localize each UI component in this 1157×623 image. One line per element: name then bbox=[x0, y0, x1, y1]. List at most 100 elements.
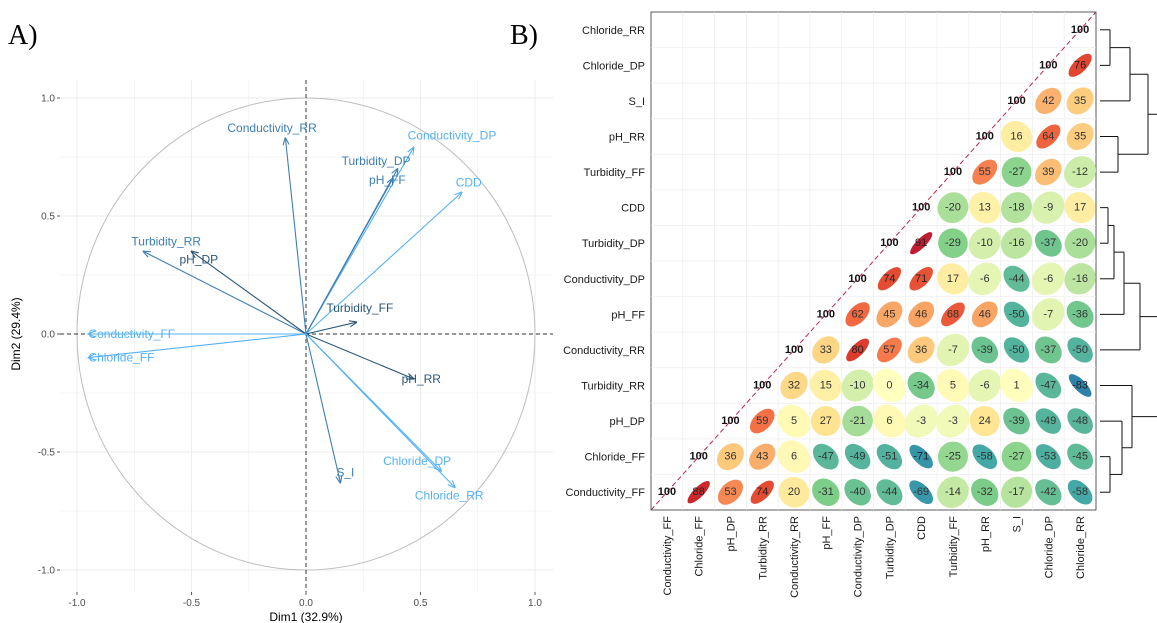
correlation-ellipse bbox=[968, 369, 1002, 402]
correlation-ellipse bbox=[1035, 87, 1062, 115]
correlation-value: 53 bbox=[724, 486, 736, 498]
correlation-value: 100 bbox=[817, 308, 835, 320]
correlation-ellipse bbox=[936, 404, 970, 438]
correlation-ellipse bbox=[1000, 476, 1033, 508]
vector-label: S_I bbox=[336, 466, 354, 480]
correlation-value: -9 bbox=[1043, 202, 1053, 214]
correlation-value: -58 bbox=[1072, 486, 1088, 498]
correlation-ellipse bbox=[1035, 444, 1061, 470]
correlation-value: 1 bbox=[1013, 380, 1019, 392]
correlation-value: 80 bbox=[851, 344, 863, 356]
x-tick-label: 1.0 bbox=[528, 598, 542, 609]
correlation-value: -29 bbox=[945, 237, 961, 249]
correlation-ellipse bbox=[1001, 157, 1032, 188]
x-axis-title: Dim1 (32.9%) bbox=[269, 610, 342, 623]
correlation-value: 5 bbox=[950, 380, 956, 392]
correlation-value: 100 bbox=[721, 415, 739, 427]
vector-arrow bbox=[305, 333, 414, 379]
correlation-ellipse bbox=[937, 263, 969, 295]
correlation-ellipse bbox=[1068, 53, 1092, 77]
correlation-ellipse bbox=[1066, 87, 1094, 115]
correlation-value: 100 bbox=[785, 344, 803, 356]
correlation-value: -27 bbox=[1009, 451, 1025, 463]
correlation-value: 27 bbox=[820, 415, 832, 427]
vector-arrow bbox=[305, 192, 462, 335]
correlation-ellipse bbox=[999, 368, 1034, 403]
correlation-value: -44 bbox=[881, 486, 897, 498]
correlation-value: 13 bbox=[979, 202, 991, 214]
correlation-value: -10 bbox=[850, 380, 866, 392]
correlation-value: 74 bbox=[756, 486, 768, 498]
correlation-value: 100 bbox=[976, 131, 994, 143]
row-label: pH_FF bbox=[611, 309, 645, 321]
y-axis-title: Dim2 (29.4%) bbox=[9, 297, 23, 370]
correlation-value: -71 bbox=[913, 451, 929, 463]
correlation-value: -32 bbox=[977, 486, 993, 498]
correlation-value: 36 bbox=[724, 451, 736, 463]
row-label: Conductivity_DP bbox=[564, 274, 645, 286]
correlation-ellipse bbox=[717, 479, 744, 505]
correlation-value: -7 bbox=[1043, 308, 1053, 320]
row-label: Chloride_DP bbox=[583, 60, 645, 72]
vector-label: Conductivity_FF bbox=[88, 327, 175, 341]
correlation-ellipse bbox=[1064, 263, 1096, 295]
correlation-value: 57 bbox=[883, 344, 895, 356]
correlation-ellipse bbox=[810, 369, 842, 402]
correlation-ellipse bbox=[1003, 301, 1030, 328]
correlation-value: 59 bbox=[756, 415, 768, 427]
correlation-value: 36 bbox=[915, 344, 927, 356]
row-label: Turbidity_FF bbox=[584, 167, 646, 179]
correlation-ellipse bbox=[846, 338, 870, 362]
diagonal-line bbox=[650, 11, 1097, 511]
correlation-value: 33 bbox=[820, 344, 832, 356]
row-label: Conductivity_FF bbox=[566, 487, 646, 499]
correlation-value: 16 bbox=[1010, 131, 1022, 143]
y-tick-label: 1.0 bbox=[41, 94, 55, 105]
correlation-ellipse bbox=[778, 476, 810, 508]
column-label: Chloride_DP bbox=[1043, 516, 1055, 578]
correlation-value: -10 bbox=[977, 237, 993, 249]
correlation-value: 43 bbox=[756, 451, 768, 463]
correlation-ellipse bbox=[937, 476, 969, 508]
column-label: Chloride_RR bbox=[1075, 516, 1087, 579]
correlation-ellipse bbox=[908, 301, 935, 328]
correlation-ellipse bbox=[968, 227, 1001, 260]
correlation-ellipse bbox=[1067, 479, 1093, 505]
correlation-ellipse bbox=[1001, 192, 1033, 224]
correlation-ellipse bbox=[909, 480, 934, 505]
correlation-value: 35 bbox=[1074, 131, 1086, 143]
correlation-value: -44 bbox=[1009, 273, 1025, 285]
column-label: pH_DP bbox=[725, 516, 737, 551]
column-label: Chloride_FF bbox=[694, 516, 706, 577]
correlation-value: -18 bbox=[1009, 202, 1025, 214]
correlation-value: 100 bbox=[848, 273, 866, 285]
correlation-ellipse bbox=[972, 444, 998, 469]
correlation-ellipse bbox=[877, 337, 902, 363]
correlation-value: 91 bbox=[915, 237, 927, 249]
column-label: Turbidity_DP bbox=[884, 516, 896, 579]
y-tick-label: -1.0 bbox=[38, 566, 56, 577]
correlation-value: -37 bbox=[1040, 237, 1056, 249]
correlation-ellipse bbox=[687, 481, 710, 504]
y-tick-label: 0.5 bbox=[41, 212, 55, 223]
correlation-value: -53 bbox=[1040, 451, 1056, 463]
correlation-value: 100 bbox=[1039, 59, 1057, 71]
correlation-value: -6 bbox=[980, 380, 990, 392]
correlation-ellipse bbox=[749, 408, 775, 434]
vector-label: Turbidity_RR bbox=[131, 234, 201, 248]
correlation-ellipse bbox=[1067, 408, 1093, 434]
correlation-value: -42 bbox=[1040, 486, 1056, 498]
row-label: CDD bbox=[621, 203, 645, 215]
correlation-value: -51 bbox=[881, 451, 897, 463]
correlation-value: -49 bbox=[850, 451, 866, 463]
vector-arrow bbox=[143, 251, 307, 335]
vector-label: Chloride_FF bbox=[88, 351, 154, 365]
correlation-value: 6 bbox=[886, 415, 892, 427]
correlation-value: -50 bbox=[1009, 344, 1025, 356]
correlation-value: 71 bbox=[915, 273, 927, 285]
vector-label: Turbidity_FF bbox=[326, 301, 393, 315]
correlation-ellipse bbox=[909, 444, 933, 469]
row-label: Conductivity_RR bbox=[563, 345, 645, 357]
panel-b-label: B) bbox=[510, 20, 538, 51]
